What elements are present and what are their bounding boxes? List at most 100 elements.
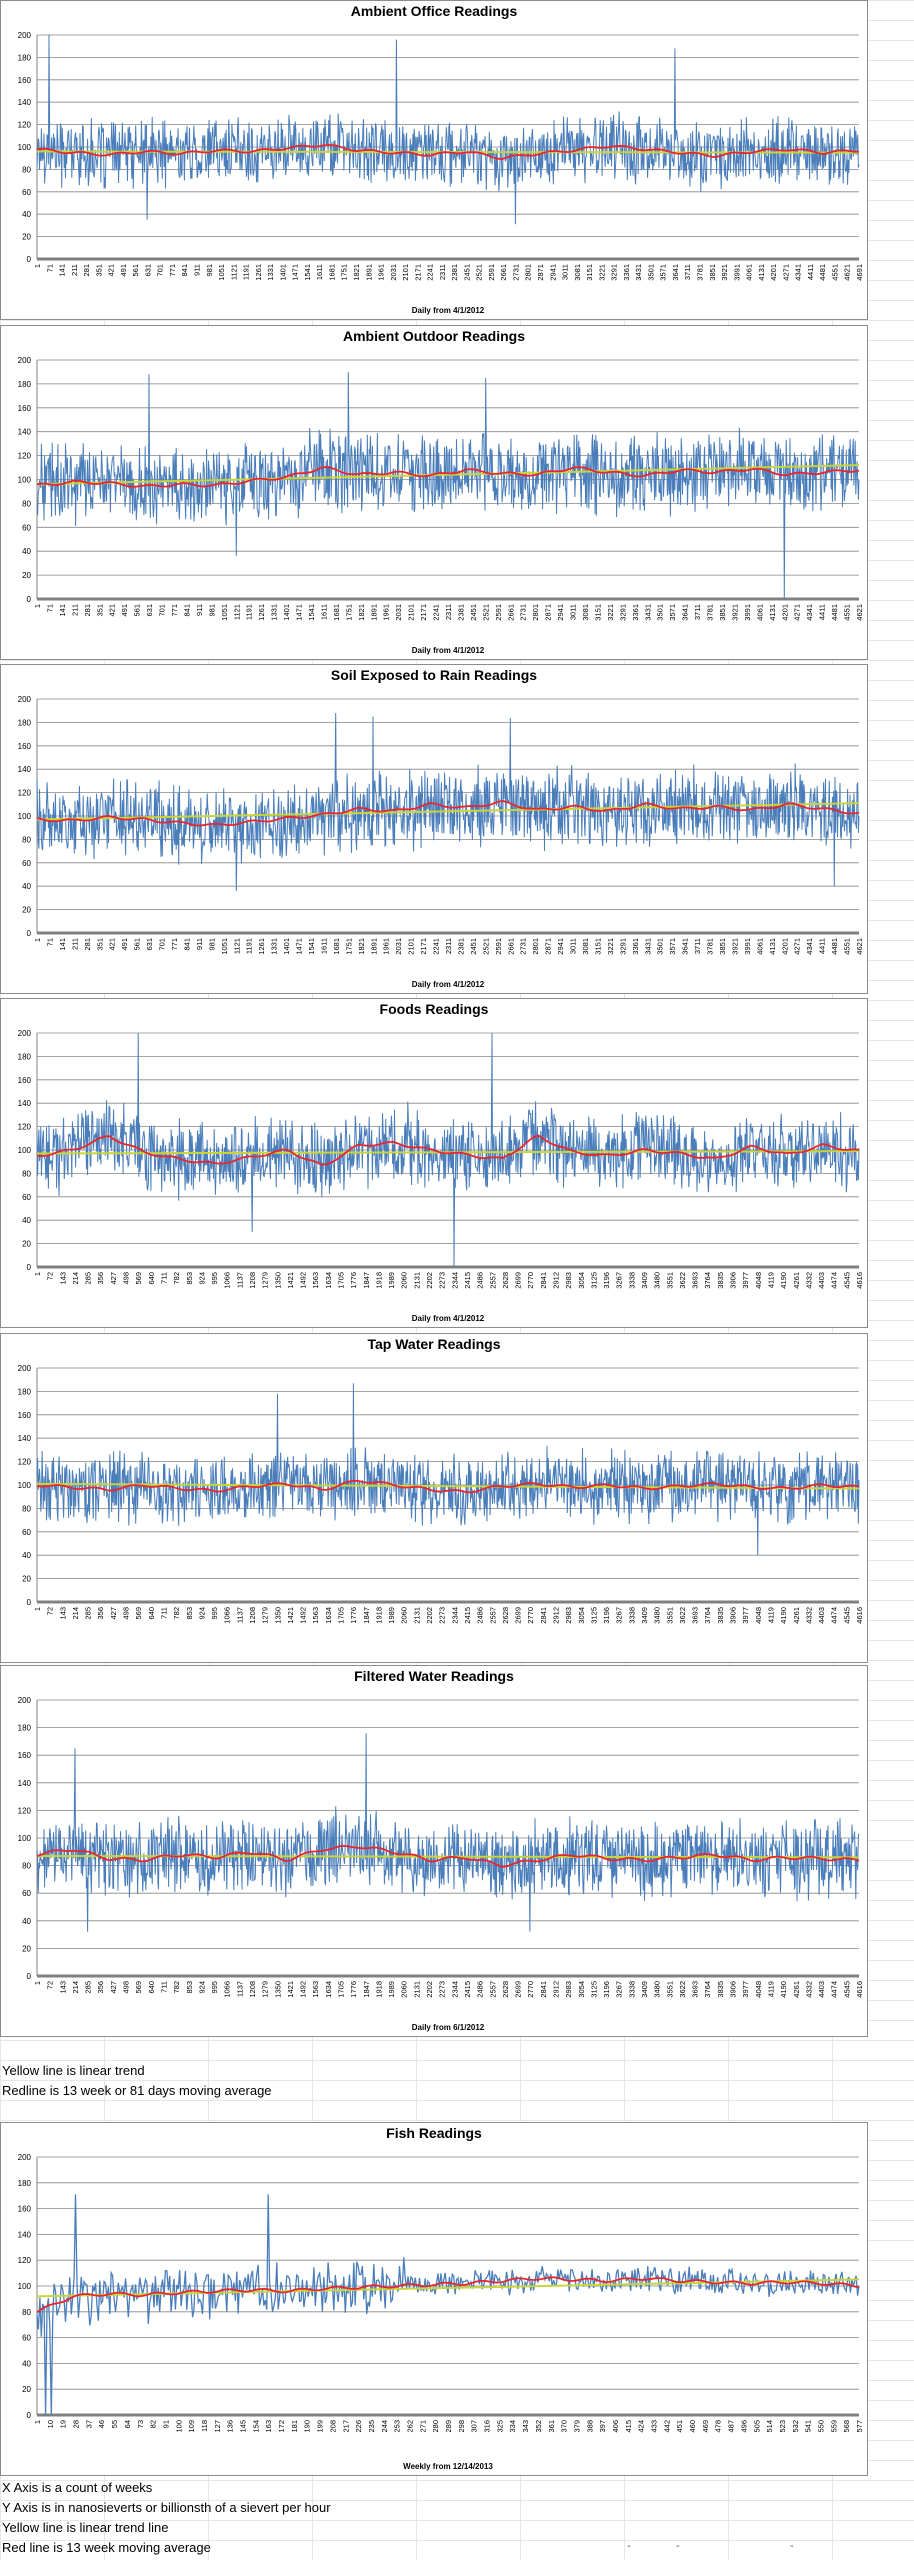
x-tick-label: 2628 (501, 1981, 510, 1998)
x-tick-label: 4403 (817, 1607, 826, 1624)
x-tick-label: 532 (791, 2420, 800, 2433)
x-tick-label: 1492 (299, 1607, 308, 1624)
x-tick-label: 427 (109, 1607, 118, 1620)
readings-series-line (36, 2194, 860, 2416)
x-tick-label: 2841 (539, 1272, 548, 1289)
x-tick-label: 2770 (526, 1607, 535, 1624)
chart-filtered-water[interactable]: 0 20 40 60 80 100 120 140 160 180 200 1 72 143 214 285 3… (0, 1665, 868, 2037)
x-tick-label: 4474 (830, 1981, 839, 1998)
x-tick-label: 3921 (730, 938, 739, 955)
y-tick-label: 120 (18, 121, 32, 130)
x-tick-label: 3711 (683, 264, 692, 280)
x-tick-label: 211 (70, 264, 79, 276)
x-tick-label: 2031 (389, 264, 398, 281)
x-tick-label: 3081 (573, 264, 582, 281)
x-tick-label: 2171 (419, 938, 428, 955)
x-tick-label: 442 (662, 2420, 671, 2433)
x-tick-label: 981 (207, 938, 216, 951)
x-tick-label: 2801 (531, 604, 540, 621)
moving-average-line (36, 466, 860, 488)
x-tick-label: 981 (205, 264, 214, 277)
x-tick-label: 2344 (450, 1272, 459, 1289)
x-tick-label: 771 (170, 938, 179, 951)
x-tick-label: 1401 (278, 264, 287, 281)
x-tick-label: 4411 (806, 264, 815, 280)
x-tick-label: 3480 (653, 1607, 662, 1624)
x-tick-label: 1066 (223, 1272, 232, 1289)
x-tick-label: 1681 (332, 938, 341, 955)
x-tick-label: 3151 (593, 938, 602, 955)
x-tick-label: 1751 (344, 604, 353, 621)
y-tick-label: 80 (22, 835, 31, 844)
y-tick-label: 120 (18, 1458, 32, 1467)
x-tick-label: 514 (765, 2420, 774, 2433)
x-tick-label: 3431 (634, 264, 643, 281)
trailing-mark: - (790, 2540, 794, 2552)
x-tick-label: 1821 (357, 938, 366, 955)
x-tick-label: 2381 (450, 264, 459, 281)
x-tick-label: 2699 (514, 1607, 523, 1624)
x-tick-label: 3151 (585, 264, 594, 281)
x-tick-label: 4332 (804, 1981, 813, 1998)
x-tick-label: 2415 (463, 1607, 472, 1624)
x-tick-label: 281 (83, 938, 92, 951)
y-tick-label: 20 (22, 2385, 31, 2394)
x-tick-label: 2344 (450, 1607, 459, 1624)
chart-title: Soil Exposed to Rain Readings (330, 667, 538, 683)
x-tick-label: 421 (108, 938, 117, 951)
chart-ambient-outdoor[interactable]: 0 20 40 60 80 100 120 140 160 180 200 1 71 141 211 281 3… (0, 325, 868, 660)
x-tick-label: 3991 (732, 264, 741, 281)
x-tick-label: 143 (58, 1981, 67, 1994)
x-tick-label: 1137 (235, 1981, 244, 1997)
x-tick-label: 4341 (805, 604, 814, 621)
y-tick-label: 60 (22, 859, 31, 868)
x-tick-label: 505 (752, 2420, 761, 2433)
x-tick-label: 235 (367, 2420, 376, 2433)
y-tick-label: 60 (22, 1193, 31, 1202)
x-tick-label: 1208 (248, 1272, 257, 1289)
y-tick-label: 160 (18, 742, 32, 751)
x-tick-label: 316 (483, 2420, 492, 2433)
chart-foods[interactable]: 0 20 40 60 80 100 120 140 160 180 200 1 72 143 214 285 3… (0, 998, 868, 1328)
x-tick-label: 1 (33, 1272, 42, 1276)
x-tick-label: 343 (521, 2420, 530, 2433)
x-tick-label: 2415 (463, 1272, 472, 1289)
trailing-mark: - (627, 2540, 631, 2552)
x-tick-label: 351 (95, 938, 104, 951)
x-tick-label: 1918 (374, 1607, 383, 1624)
x-tick-label: 10 (46, 2420, 55, 2428)
x-tick-label: 2912 (551, 1272, 560, 1289)
x-tick-label: 1611 (319, 604, 328, 620)
chart-soil-exposed[interactable]: 0 20 40 60 80 100 120 140 160 180 200 1 71 141 211 281 3… (0, 664, 868, 994)
x-tick-label: 1066 (223, 1607, 232, 1624)
chart-ambient-office[interactable]: 0 20 40 60 80 100 120 140 160 180 200 1 71 141 211 281 3… (0, 0, 868, 320)
x-tick-label: 4474 (830, 1272, 839, 1289)
y-tick-label: 0 (27, 1263, 32, 1272)
chart-fish[interactable]: 0 20 40 60 80 100 120 140 160 180 200 1 10 19 28 37 46 55… (0, 2122, 868, 2476)
x-tick-label: 2871 (536, 264, 545, 281)
x-tick-label: 1634 (324, 1981, 333, 1998)
y-tick-label: 120 (18, 2256, 32, 2265)
y-tick-label: 80 (22, 1504, 31, 1513)
y-tick-label: 200 (18, 2153, 32, 2162)
x-tick-label: 1121 (232, 938, 241, 954)
x-tick-label: 4131 (768, 604, 777, 621)
x-tick-label: 73 (136, 2420, 145, 2428)
x-tick-label: 561 (131, 264, 140, 277)
x-tick-label: 2983 (564, 1272, 573, 1289)
x-tick-label: 127 (213, 2420, 222, 2433)
x-tick-label: 2101 (407, 604, 416, 621)
x-axis-label: Daily from 4/1/2012 (412, 1314, 485, 1323)
chart-tap-water[interactable]: 0 20 40 60 80 100 120 140 160 180 200 1 72 143 214 285 3… (0, 1333, 868, 1663)
x-tick-label: 2273 (438, 1981, 447, 1998)
x-tick-label: 2060 (400, 1607, 409, 1624)
x-tick-label: 4061 (755, 938, 764, 955)
x-tick-label: 491 (120, 938, 129, 951)
x-tick-label: 1891 (369, 938, 378, 955)
x-tick-label: 3125 (589, 1981, 598, 1998)
x-tick-label: 356 (96, 1272, 105, 1285)
x-tick-label: 280 (431, 2420, 440, 2433)
y-tick-label: 0 (27, 255, 32, 264)
x-tick-label: 1471 (295, 604, 304, 621)
